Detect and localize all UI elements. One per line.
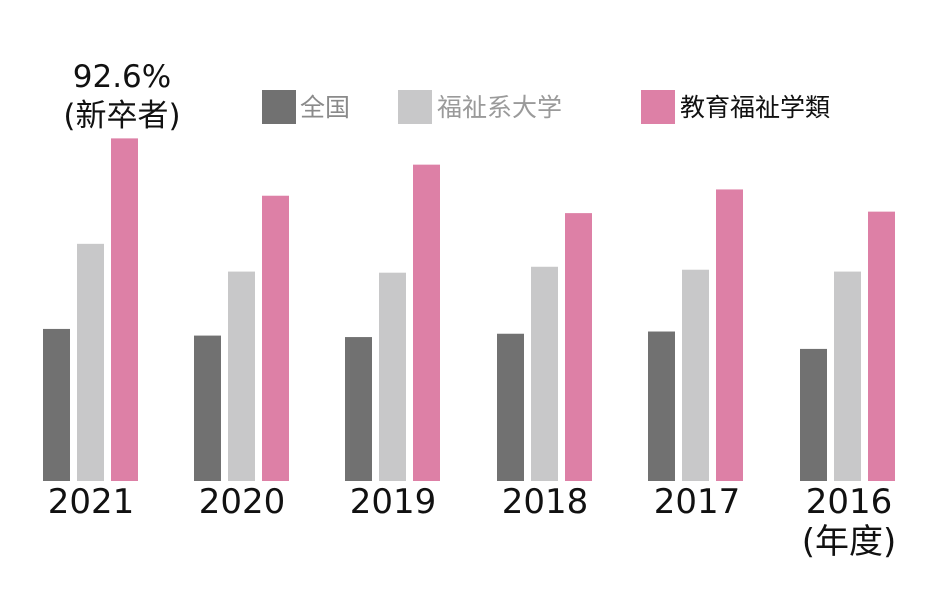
bar-kyoiku-fukushi-2021 [111, 138, 138, 481]
bar-kyoiku-fukushi-2020 [262, 195, 289, 482]
annotation-note: (新卒者) [63, 98, 180, 134]
bar-fukushi-daigaku-2019 [379, 272, 406, 481]
legend-label: 福祉系大学 [437, 93, 562, 122]
bar-zenkoku-2016 [800, 348, 827, 481]
legend-swatch [262, 90, 296, 124]
x-tick-label: 2017 [654, 482, 741, 522]
max-value-annotation: 92.6% (新卒者) [63, 59, 180, 134]
bar-zenkoku-2021 [43, 328, 70, 481]
bar-fukushi-daigaku-2020 [228, 271, 255, 481]
x-unit-label: (年度) [802, 522, 897, 562]
x-tick-label: 2020 [199, 482, 286, 522]
legend: 全国 福祉系大学 教育福祉学類 [262, 90, 830, 124]
x-axis-ticks: 2021 2020 2019 2018 2017 2016 (年度) [48, 482, 897, 562]
bar-zenkoku-2017 [648, 331, 675, 481]
annotation-value: 92.6% [73, 59, 171, 95]
x-tick-label: 2021 [48, 482, 135, 522]
legend-label: 教育福祉学類 [680, 93, 830, 122]
bar-kyoiku-fukushi-2019 [413, 164, 440, 481]
bar-kyoiku-fukushi-2016 [868, 211, 895, 481]
bar-fukushi-daigaku-2021 [77, 243, 104, 481]
bars-group [43, 138, 895, 482]
bar-fukushi-daigaku-2016 [834, 271, 861, 481]
x-tick-label: 2019 [350, 482, 437, 522]
legend-label: 全国 [300, 93, 350, 122]
bar-fukushi-daigaku-2017 [682, 269, 709, 481]
legend-swatch [641, 90, 675, 124]
bar-fukushi-daigaku-2018 [531, 266, 558, 481]
bar-kyoiku-fukushi-2017 [716, 189, 743, 481]
bar-zenkoku-2018 [497, 333, 524, 481]
bar-zenkoku-2019 [345, 337, 372, 481]
legend-swatch [398, 90, 432, 124]
x-tick-label: 2018 [502, 482, 589, 522]
bar-zenkoku-2020 [194, 335, 221, 481]
x-tick-label: 2016 [806, 482, 893, 522]
bar-kyoiku-fukushi-2018 [565, 213, 592, 481]
